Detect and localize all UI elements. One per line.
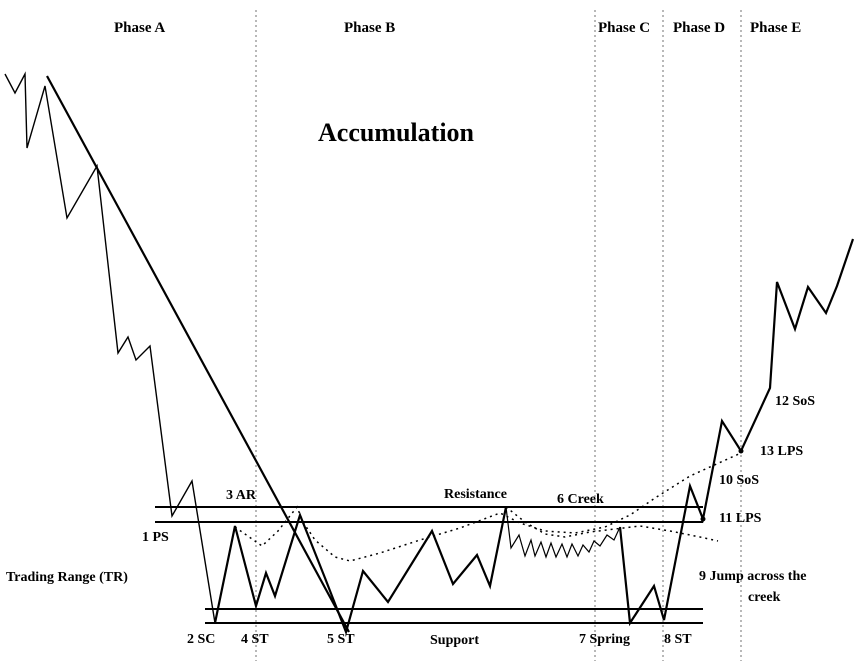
- label-lps-11: 11 LPS: [719, 511, 762, 526]
- label-spring: 7 Spring: [579, 632, 630, 647]
- label-sc: 2 SC: [187, 632, 215, 647]
- label-st-8: 8 ST: [664, 632, 692, 647]
- phase-d-label: Phase D: [673, 20, 725, 36]
- diagram-title: Accumulation: [318, 118, 475, 147]
- price-path-decline: [4, 71, 216, 624]
- phase-e-label: Phase E: [750, 20, 801, 36]
- label-st-5: 5 ST: [327, 632, 355, 647]
- label-support: Support: [430, 633, 479, 648]
- phase-b-label: Phase B: [344, 20, 395, 36]
- label-st-4: 4 ST: [241, 632, 269, 647]
- phase-dividers: [255, 10, 742, 661]
- dotted-average-curve-1: [234, 452, 742, 562]
- label-sos-10: 10 SoS: [719, 473, 759, 488]
- lps-13-marker: [738, 448, 744, 454]
- label-ar: 3 AR: [226, 488, 257, 503]
- phase-c-label: Phase C: [598, 20, 650, 36]
- range-lines: [155, 506, 703, 624]
- lps-11-marker: [700, 516, 706, 522]
- lps-markers: [700, 448, 744, 522]
- label-ps: 1 PS: [142, 530, 169, 545]
- price-path-spring-markup: [618, 238, 855, 627]
- price-path-trading-range: [213, 506, 508, 636]
- label-jump-line2: creek: [748, 590, 781, 605]
- label-resistance: Resistance: [444, 487, 507, 502]
- label-jump-line1: 9 Jump across the: [699, 569, 806, 584]
- downtrend-line: [46, 75, 350, 633]
- phase-a-label: Phase A: [114, 20, 165, 36]
- label-trading-range: Trading Range (TR): [6, 570, 128, 585]
- label-sos-12: 12 SoS: [775, 394, 815, 409]
- label-lps-13: 13 LPS: [760, 444, 803, 459]
- price-path-resistance-test: [505, 506, 621, 559]
- label-creek: 6 Creek: [557, 492, 604, 507]
